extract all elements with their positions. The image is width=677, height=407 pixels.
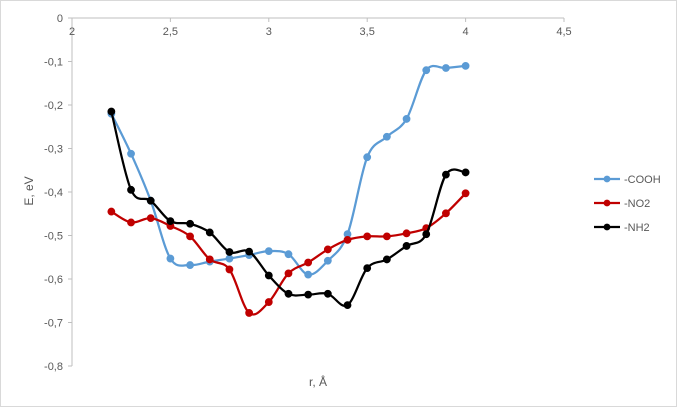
data-point-no2 [461, 189, 470, 198]
data-point-nh2 [107, 107, 116, 116]
legend-item-nh2: -NH2 [594, 222, 650, 234]
y-tick-label: -0,4 [44, 187, 63, 199]
y-tick-label: 0 [57, 13, 63, 25]
legend-marker-no2 [603, 199, 611, 207]
data-point-no2 [245, 309, 254, 317]
chart-series [107, 61, 470, 317]
data-point-nh2 [146, 196, 155, 205]
data-point-nh2 [422, 230, 431, 239]
legend-label-nh2: -NH2 [624, 222, 650, 234]
legend-label-no2: -NO2 [624, 198, 650, 210]
y-tick-label: -0,7 [44, 318, 63, 330]
data-point-nh2 [363, 264, 372, 273]
y-axis: 0 -0,1 -0,2 -0,3 -0,4 -0,5 -0,6 -0,7 -0,8 [44, 13, 73, 373]
data-point-cooh [442, 64, 450, 72]
data-point-cooh [461, 61, 470, 70]
data-point-nh2 [284, 289, 293, 298]
data-point-nh2 [402, 242, 411, 250]
data-point-no2 [186, 232, 194, 241]
data-point-no2 [442, 209, 450, 218]
data-point-nh2 [205, 228, 214, 237]
data-point-cooh [422, 66, 431, 75]
data-point-cooh [186, 261, 194, 269]
data-point-cooh [284, 250, 293, 259]
legend-marker-nh2 [603, 223, 611, 231]
data-point-no2 [127, 218, 135, 227]
data-point-no2 [304, 258, 313, 267]
y-axis-title: E, eV [22, 176, 36, 205]
y-tick-label: -0,6 [44, 274, 63, 286]
data-point-nh2 [323, 289, 332, 298]
data-point-no2 [225, 265, 234, 274]
data-point-cooh [382, 132, 391, 141]
legend-item-cooh: -COOH [594, 174, 661, 186]
data-point-cooh [264, 247, 273, 256]
data-point-no2 [146, 214, 155, 223]
data-point-nh2 [264, 271, 273, 280]
data-point-no2 [363, 232, 372, 241]
y-tick-label: -0,3 [44, 144, 63, 156]
data-point-cooh [127, 149, 135, 158]
data-point-cooh [402, 115, 411, 123]
data-point-nh2 [127, 185, 135, 194]
data-point-nh2 [166, 217, 175, 226]
y-tick-label: -0,8 [44, 361, 63, 373]
y-tick-label: -0,1 [44, 57, 63, 69]
data-point-no2 [382, 232, 391, 241]
data-point-no2 [284, 269, 293, 278]
y-tick-label: -0,2 [44, 100, 63, 112]
x-tick-label: 4,5 [556, 26, 571, 38]
x-tick-label: 3,5 [360, 26, 375, 38]
data-point-nh2 [461, 168, 470, 177]
data-point-nh2 [343, 301, 352, 310]
data-point-nh2 [225, 248, 234, 256]
x-tick-label: 2,5 [163, 26, 178, 38]
x-axis-title: r, Å [309, 374, 327, 389]
series-no2 [107, 189, 470, 317]
data-point-cooh [363, 153, 372, 162]
data-point-nh2 [442, 170, 450, 179]
legend-label-cooh: -COOH [624, 174, 661, 186]
data-point-no2 [264, 298, 273, 306]
x-tick-label: 2 [69, 26, 75, 38]
y-tick-label: -0,5 [44, 231, 63, 243]
x-tick-label: 4 [463, 26, 469, 38]
x-tick-label: 3 [266, 26, 272, 38]
data-point-cooh [323, 256, 332, 265]
data-point-nh2 [186, 219, 194, 228]
data-point-no2 [402, 229, 411, 238]
data-point-nh2 [245, 247, 254, 256]
data-point-cooh [225, 254, 234, 263]
series-cooh [107, 61, 470, 279]
legend-marker-cooh [603, 175, 611, 183]
data-point-no2 [107, 207, 116, 216]
data-point-nh2 [382, 255, 391, 264]
legend-item-no2: -NO2 [594, 198, 650, 210]
data-point-no2 [205, 255, 214, 264]
data-point-cooh [166, 254, 175, 263]
data-point-no2 [323, 245, 332, 254]
series-nh2 [107, 107, 470, 310]
data-point-no2 [343, 235, 352, 244]
x-axis: 2 2,5 3 3,5 4 4,5 [69, 17, 572, 38]
data-point-cooh [304, 270, 313, 279]
data-point-nh2 [304, 290, 313, 299]
legend: -COOH -NO2 -NH2 [594, 174, 661, 234]
